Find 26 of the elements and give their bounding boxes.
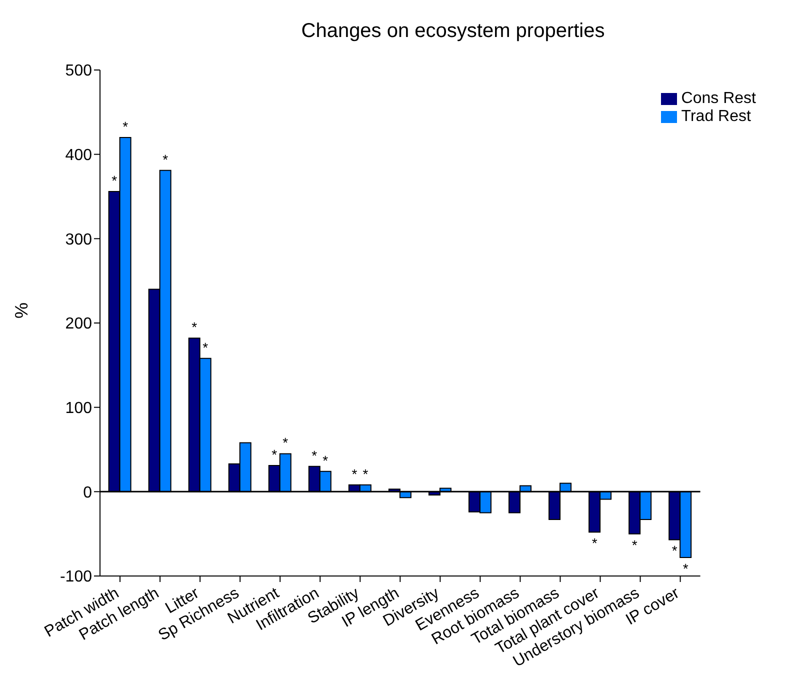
- annotation: *: [202, 339, 209, 356]
- annotation: *: [632, 536, 638, 553]
- annotation: *: [122, 118, 129, 134]
- chart-title: Changes on ecosystem properties: [300, 20, 606, 43]
- y-axis-title: %: [12, 302, 32, 319]
- y-tick-label: 400: [65, 147, 92, 164]
- annotation: *: [162, 151, 169, 168]
- annotation: *: [592, 535, 598, 552]
- y-tick-label: -100: [60, 568, 92, 586]
- y-tick-label: 0: [83, 484, 92, 502]
- annotation: *: [682, 560, 689, 576]
- text: *: [352, 466, 358, 482]
- annotation: *: [362, 466, 369, 482]
- y-tick-label: 500: [65, 62, 92, 80]
- annotation: *: [192, 319, 198, 336]
- y-tick-label: 200: [65, 316, 92, 333]
- annotation: *: [322, 452, 329, 468]
- y-tick-label: 300: [65, 231, 92, 248]
- annotation: *: [282, 434, 289, 451]
- legend-label: Cons Rest: [681, 90, 756, 107]
- y-tick-label: 100: [65, 400, 92, 418]
- legend-label: Trad Rest: [681, 108, 751, 125]
- annotation: *: [272, 446, 278, 463]
- annotation: *: [672, 542, 678, 559]
- annotation: *: [112, 172, 118, 188]
- annotation: *: [312, 447, 318, 464]
